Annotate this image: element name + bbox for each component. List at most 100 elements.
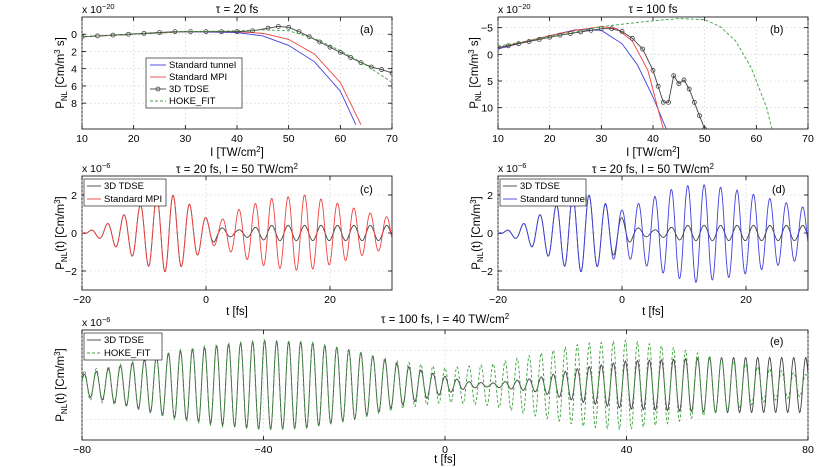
panel-d-xlabel: t [fs] <box>642 306 664 318</box>
panel-c-legend: 3D TDSE Standard MPI <box>83 178 167 207</box>
tick-label-x: 40 <box>621 444 633 456</box>
panel-d-ylabel: PNL(t) [Cm/m3] <box>469 196 485 269</box>
series-a-hoke-fit <box>82 29 392 83</box>
series-b-3d-tdse-point <box>588 27 594 33</box>
tick-label-x: 10 <box>492 133 504 145</box>
series-b-3d-tdse-point <box>681 77 687 83</box>
panel-b-label: (b) <box>770 24 783 36</box>
series-b-3d-tdse-point <box>526 39 532 44</box>
legend-a-tdse-marker <box>155 86 161 92</box>
tick-label-x: 0 <box>619 294 625 306</box>
legend-d-tunnel: Standard tunnel <box>520 194 587 205</box>
tick-label-x: 70 <box>802 133 814 145</box>
tick-label-x: −20 <box>489 294 507 306</box>
panel-d-legend: 3D TDSE Standard tunnel <box>499 178 587 207</box>
series-b-3d-tdse-point <box>567 31 573 36</box>
series-b-3d-tdse-point <box>655 83 661 89</box>
panel-d-title: τ = 20 fs, I = 50 TW/cm2 <box>592 162 714 176</box>
tick-label-x: 0 <box>442 444 448 456</box>
tick-label-x: 20 <box>128 133 140 145</box>
legend-e-tdse: 3D TDSE <box>104 335 144 346</box>
tick-label-x: 50 <box>699 133 711 145</box>
series-a-3d-tdse-point <box>157 30 162 35</box>
series-b-3d-tdse-point <box>697 113 702 119</box>
tick-label-y: 2 <box>71 190 77 202</box>
panel-c-ylabel: PNL(t) [Cm/m3] <box>53 196 69 269</box>
series-b-3d-tdse-point <box>516 41 522 47</box>
panel-b-xlabel: I [TW/cm2] <box>626 145 680 159</box>
tick-label-y: 2 <box>487 190 493 202</box>
series-b-3d-tdse-point <box>536 37 542 42</box>
series-a-3d-tdse-point <box>126 31 131 37</box>
series-c-standard-mpi <box>82 194 392 273</box>
series-b-3d-tdse-point <box>609 26 615 32</box>
tick-label-x: 0 <box>203 294 209 306</box>
panel-e-ylabel: PNL(t) [Cm/m3] <box>53 348 69 421</box>
panel-c: τ = 20 fs, I = 50 TW/cm2 (c) x 10−6 PNL(… <box>53 161 393 318</box>
series-b-3d-tdse-point <box>671 73 677 79</box>
series-a-3d-tdse-point <box>379 67 385 72</box>
series-a-3d-tdse-point <box>358 60 364 66</box>
legend-a-tdse: 3D TDSE <box>169 84 209 95</box>
tick-label-y: 10 <box>481 103 493 115</box>
series-d-standard-tunnel <box>498 184 808 283</box>
panel-b: τ = 100 fs (b) x 10−20 PNL [Cm/m3 s] I [… <box>467 2 814 159</box>
series-a-3d-tdse-point <box>250 28 255 34</box>
series-a-3d-tdse-point <box>234 29 240 35</box>
panel-a-xlabel: I [TW/cm2] <box>210 145 264 159</box>
series-a-3d-tdse-point <box>327 44 333 50</box>
tick-label-x: −80 <box>73 444 91 456</box>
tick-label-x: 70 <box>386 133 398 145</box>
panel-c-exponent: x 10−6 <box>82 161 110 175</box>
tick-label-x: −20 <box>73 294 91 306</box>
tick-label-x: 30 <box>595 133 607 145</box>
tick-label-x: 40 <box>647 133 659 145</box>
legend-e-hoke: HOKE_FIT <box>104 348 151 359</box>
tick-label-y: 0 <box>487 49 493 61</box>
panel-a-exponent: x 10−20 <box>82 2 115 16</box>
tick-label-y: 5 <box>487 76 493 88</box>
series-b-hoke-fit <box>498 18 773 129</box>
tick-label-y: 2 <box>71 46 77 58</box>
panel-e-title: τ = 100 fs, I = 40 TW/cm2 <box>381 312 510 326</box>
tick-label-x: 60 <box>334 133 346 145</box>
series-b-3d-tdse-point <box>676 81 682 87</box>
series-b-3d-tdse-point <box>578 29 584 35</box>
panel-b-exponent: x 10−20 <box>498 2 531 16</box>
legend-c-tdse: 3D TDSE <box>104 181 144 192</box>
tick-label-x: 30 <box>179 133 191 145</box>
panel-c-title: τ = 20 fs, I = 50 TW/cm2 <box>176 162 298 176</box>
series-a-3d-tdse-point <box>219 29 224 35</box>
series-b-3d-tdse-point <box>629 35 635 41</box>
tick-label-x: 40 <box>231 133 243 145</box>
series-b-3d-tdse-point <box>702 126 708 129</box>
legend-a-mpi: Standard MPI <box>169 72 227 83</box>
panel-e-label: (e) <box>770 336 783 348</box>
panel-a-label: (a) <box>360 24 373 36</box>
series-b-3d-tdse-point <box>660 99 666 105</box>
panel-e: τ = 100 fs, I = 40 TW/cm2 (e) x 10−6 PNL… <box>53 312 814 466</box>
panel-a-ylabel: PNL [Cm/m3 s] <box>53 37 69 109</box>
series-b-3d-tdse-point <box>640 46 646 52</box>
series-b-3d-tdse-point <box>666 99 671 105</box>
panel-e-legend: 3D TDSE HOKE_FIT <box>83 332 163 361</box>
panel-d-label: (d) <box>772 184 785 196</box>
panel-d: τ = 20 fs, I = 50 TW/cm2 (d) x 10−6 PNL(… <box>469 161 809 318</box>
tick-label-x: 10 <box>76 133 88 145</box>
panel-d-exponent: x 10−6 <box>498 161 526 175</box>
tick-label-y: 0 <box>71 29 77 41</box>
panel-e-exponent: x 10−6 <box>82 315 110 329</box>
tick-label-y: 0 <box>487 228 493 240</box>
panel-c-label: (c) <box>360 184 373 196</box>
panel-e-xlabel: t [fs] <box>434 454 456 466</box>
legend-c-mpi: Standard MPI <box>104 194 162 205</box>
panel-b-ylabel: PNL [Cm/m3 s] <box>467 37 483 109</box>
tick-label-x: 80 <box>802 444 814 456</box>
tick-label-x: 20 <box>740 294 752 306</box>
series-b-3d-tdse-point <box>686 86 692 92</box>
panel-a-legend: Standard tunnel Standard MPI 3D TDSE HOK… <box>145 57 243 109</box>
tick-label-y: 8 <box>71 98 77 110</box>
tick-label-y: 0 <box>71 228 77 240</box>
series-b-standard-mpi <box>498 26 664 129</box>
